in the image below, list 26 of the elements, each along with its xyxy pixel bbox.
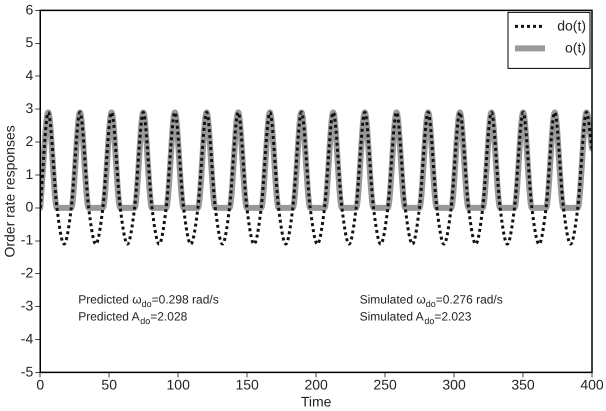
x-tick-label: 400 [580, 376, 604, 393]
x-tick-label: 0 [36, 376, 44, 393]
y-tick-label: -4 [20, 330, 34, 346]
y-tick-label: 5 [25, 34, 34, 50]
x-tick-label: 150 [235, 376, 260, 393]
y-tick-label: -3 [20, 297, 34, 314]
y-tick-label: -1 [20, 232, 34, 248]
x-tick-label: 350 [511, 376, 535, 393]
x-tick-label: 100 [166, 376, 190, 393]
y-tick-label: 6 [25, 1, 34, 18]
y-tick-label: 4 [25, 67, 34, 84]
x-tick-label: 200 [304, 376, 328, 393]
y-tick-label: 3 [25, 100, 34, 116]
y-tick-label: -5 [20, 363, 34, 380]
legend-label: do(t) [557, 17, 586, 34]
y-tick-label: 1 [25, 166, 34, 182]
y-tick-label: 0 [25, 198, 34, 215]
y-axis-title: Order rate responses [1, 125, 18, 258]
y-tick-label: -2 [20, 264, 34, 281]
x-tick-label: 300 [442, 376, 466, 393]
legend-label: o(t) [565, 39, 586, 56]
x-tick-label: 50 [101, 376, 118, 393]
y-tick-label: 2 [25, 132, 34, 149]
x-tick-label: 250 [373, 376, 397, 393]
x-axis-title: Time [300, 393, 332, 410]
line-series [40, 110, 592, 246]
